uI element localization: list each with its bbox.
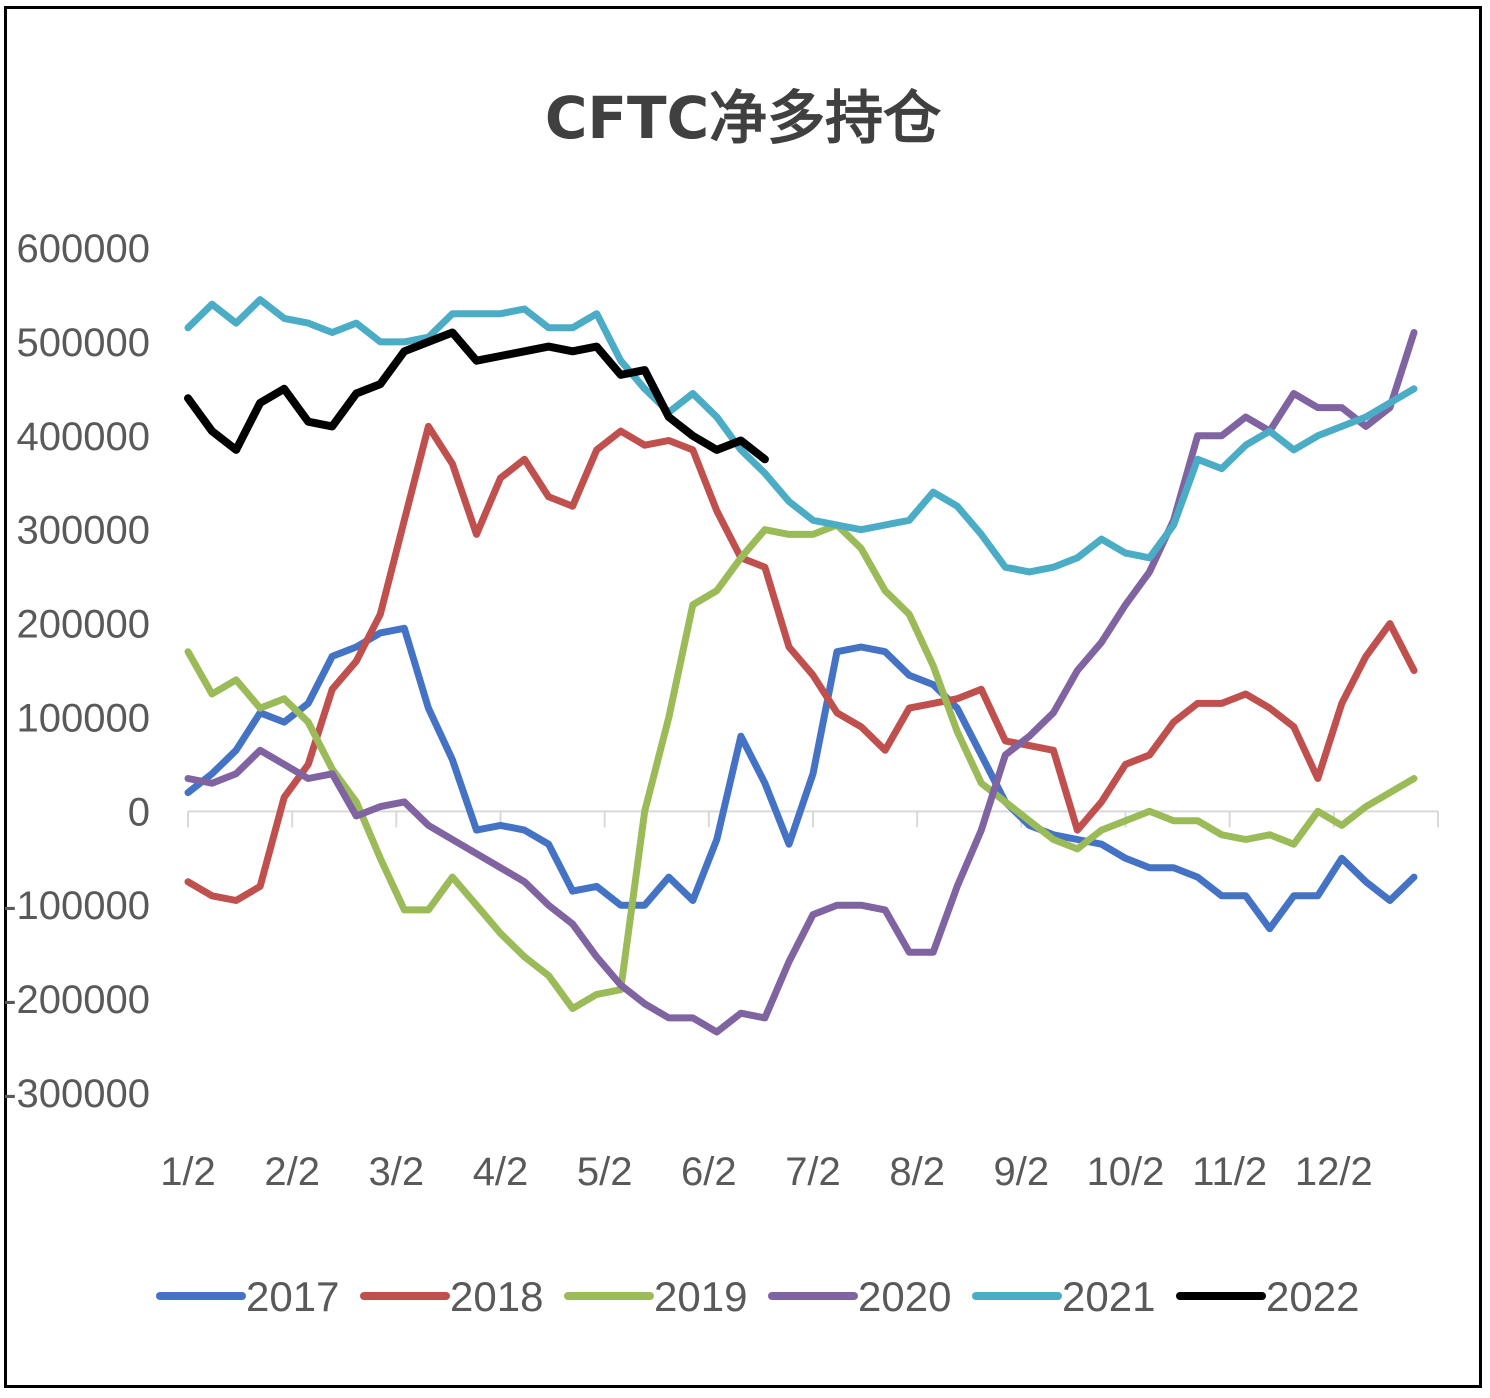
- legend-label-2018: 2018: [450, 1273, 543, 1320]
- plot-area: [184, 296, 1418, 1036]
- y-tick-label: 600000: [17, 227, 150, 271]
- y-axis: 600000 500000 400000 300000 200000 100000 0 -10…: [3, 227, 150, 1116]
- y-tick-label: 200000: [17, 603, 150, 647]
- x-axis: 1/2 2/2 3/2 4/2 5/2 6/2 7/2 8/2 9/2 10/2 11/2 12/2: [160, 810, 1439, 1194]
- x-tick-label: 12/2: [1295, 1150, 1373, 1194]
- series-line-2017: [184, 624, 1418, 933]
- legend-label-2017: 2017: [246, 1273, 339, 1320]
- y-tick-label: 100000: [17, 696, 150, 740]
- x-tick-label: 7/2: [785, 1150, 841, 1194]
- legend-label-2019: 2019: [654, 1273, 747, 1320]
- y-tick-label: 400000: [17, 415, 150, 459]
- x-tick-label: 9/2: [994, 1150, 1050, 1194]
- series-line-2020: [184, 329, 1418, 1036]
- x-tick-label: 2/2: [264, 1150, 320, 1194]
- legend-label-2020: 2020: [858, 1273, 951, 1320]
- series-line-2018: [184, 422, 1418, 904]
- y-tick-label: -300000: [3, 1072, 150, 1116]
- x-tick-label: 11/2: [1192, 1150, 1267, 1194]
- x-tick-label: 4/2: [473, 1150, 529, 1194]
- legend: 2017 2018 2019 2020 2021 2022: [156, 1273, 1359, 1320]
- chart-title: CFTC净多持仓: [545, 84, 942, 152]
- x-tick-label: 5/2: [577, 1150, 633, 1194]
- y-tick-label: 0: [128, 790, 150, 834]
- legend-label-2021: 2021: [1062, 1273, 1155, 1320]
- x-tick-label: 6/2: [681, 1150, 737, 1194]
- x-tick-label: 8/2: [889, 1150, 945, 1194]
- y-tick-label: 300000: [17, 509, 150, 553]
- y-tick-label: -200000: [3, 978, 150, 1022]
- x-tick-label: 1/2: [160, 1150, 216, 1194]
- x-tick-label: 3/2: [369, 1150, 425, 1194]
- y-tick-label: 500000: [17, 321, 150, 365]
- y-tick-label: -100000: [3, 884, 150, 928]
- x-tick-label: 10/2: [1087, 1150, 1165, 1194]
- series-line-2019: [184, 521, 1418, 1012]
- series-line-2021: [184, 296, 1418, 576]
- series-line-2022: [184, 328, 769, 464]
- legend-label-2022: 2022: [1266, 1273, 1359, 1320]
